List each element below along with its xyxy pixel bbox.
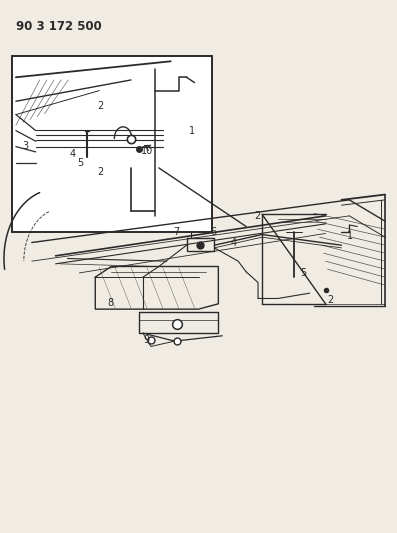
Text: 7: 7 — [173, 227, 179, 237]
Text: 90 3 172 500: 90 3 172 500 — [16, 20, 102, 33]
Text: 5: 5 — [77, 158, 84, 167]
Text: 6: 6 — [210, 227, 216, 237]
Text: 2: 2 — [97, 167, 104, 176]
Text: 5: 5 — [300, 268, 306, 278]
Text: 1: 1 — [189, 126, 195, 135]
Text: 8: 8 — [107, 298, 113, 308]
Text: 2: 2 — [97, 101, 104, 110]
Bar — [12, 56, 212, 232]
Text: 1: 1 — [347, 231, 353, 240]
Text: 10: 10 — [141, 147, 153, 156]
Text: 4: 4 — [230, 238, 236, 247]
Text: 2: 2 — [328, 295, 334, 304]
Text: 3: 3 — [22, 141, 28, 151]
Text: 2: 2 — [254, 211, 260, 221]
Text: 9: 9 — [143, 335, 149, 345]
Text: 4: 4 — [69, 149, 75, 158]
